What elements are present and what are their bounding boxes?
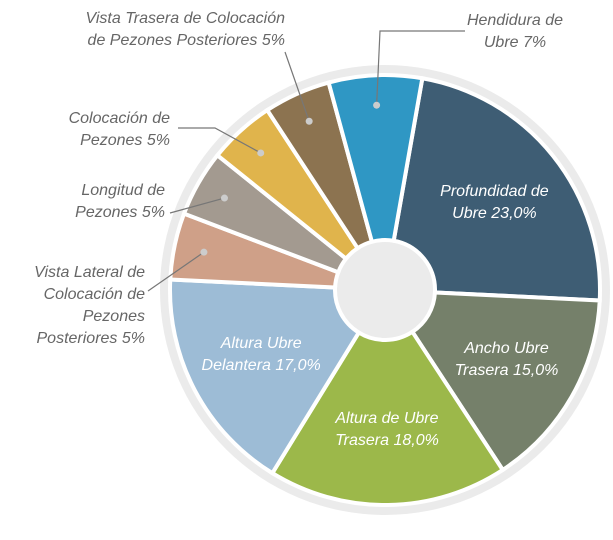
leader-dot — [305, 117, 313, 125]
category-label: Longitud de Pezones — [75, 182, 165, 221]
value-label: 5% — [141, 204, 165, 221]
value-label: 15,0% — [512, 361, 559, 379]
category-label: Ancho Ubre Trasera — [454, 339, 549, 379]
category-label: Vista Trasera de Colocación de Pezones P… — [85, 10, 285, 49]
leader-line — [284, 51, 310, 122]
leader-line — [169, 197, 225, 214]
category-label: Profundidad de Ubre — [440, 182, 549, 222]
slice-label: Vista Trasera de Colocación de Pezones P… — [85, 8, 285, 52]
slice-label: Hendidura de Ubre 7% — [465, 10, 565, 54]
value-label: 23,0% — [491, 204, 537, 222]
slice-label: Colocación de Pezones 5% — [20, 108, 170, 152]
value-label: 17,0% — [275, 357, 321, 375]
leader-line — [147, 251, 205, 292]
leader-line — [178, 127, 262, 154]
category-label: Altura Ubre Delantera — [201, 335, 302, 375]
leader-dot — [220, 194, 228, 202]
donut-slice — [269, 329, 506, 507]
donut-slice — [326, 73, 425, 245]
leader-dot — [257, 149, 265, 157]
value-label: 7% — [523, 34, 547, 51]
slice-label: Profundidad de Ubre 23,0% — [427, 181, 562, 225]
slice-label: Altura de Ubre Trasera 18,0% — [319, 408, 454, 452]
leader-line — [376, 30, 465, 106]
donut-slice — [391, 75, 602, 303]
category-label: Altura de Ubre Trasera — [335, 409, 439, 449]
slice-label: Altura Ubre Delantera 17,0% — [194, 333, 329, 377]
donut-slice — [409, 290, 602, 473]
donut-slice — [168, 277, 362, 476]
slice-label: Ancho Ubre Trasera 15,0% — [439, 338, 574, 382]
category-label: Vista Lateral de Colocación de Pezones P… — [34, 264, 145, 347]
value-label: 5% — [261, 32, 285, 49]
leader-dot — [200, 248, 208, 256]
value-label: 18,0% — [393, 431, 439, 449]
slice-label: Longitud de Pezones 5% — [15, 180, 165, 224]
leader-dot — [373, 101, 381, 109]
category-label: Hendidura de Ubre — [466, 12, 564, 51]
value-label: 5% — [121, 330, 145, 347]
value-label: 5% — [146, 132, 170, 149]
category-label: Colocación de Pezones — [68, 110, 170, 149]
slice-label: Vista Lateral de Colocación de Pezones P… — [5, 262, 145, 350]
